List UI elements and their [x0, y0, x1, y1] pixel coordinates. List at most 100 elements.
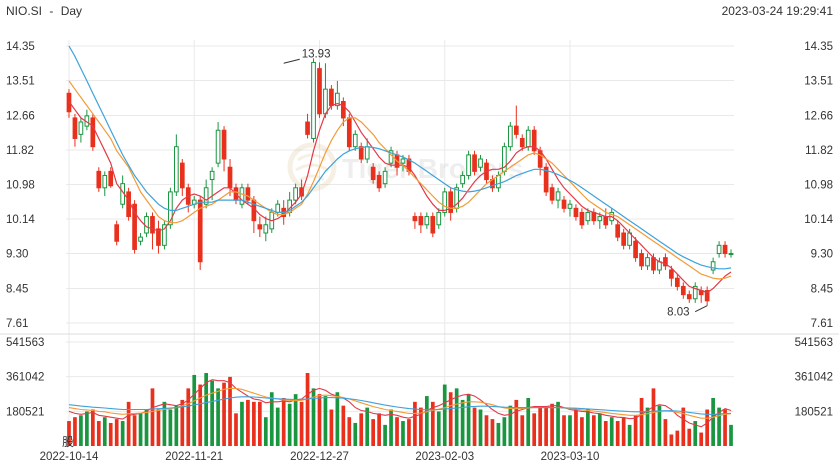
candle-up: [138, 236, 143, 242]
volume-bar: [329, 409, 334, 446]
candle-up: [692, 285, 698, 300]
volume-bar: [293, 394, 298, 446]
volume-bar: [275, 407, 280, 446]
candle-down: [376, 174, 382, 189]
annotation-leader: [694, 305, 708, 313]
candle-down: [156, 228, 161, 246]
candle-down: [418, 216, 424, 226]
volume-bar: [490, 419, 495, 446]
candle-up: [311, 61, 316, 139]
price-moving-averages: [68, 45, 732, 294]
candle-up: [657, 261, 662, 271]
candle-up: [102, 174, 108, 189]
candle-up: [239, 187, 245, 205]
price-ma-slow: [68, 45, 732, 270]
volume-ma-slow: [68, 396, 732, 415]
candle-down: [299, 187, 304, 197]
volume-bar: [347, 417, 352, 446]
candle-down: [370, 166, 376, 181]
candle-up: [507, 125, 513, 148]
volume-bar: [413, 401, 417, 446]
volume-bar: [574, 409, 578, 446]
candle-up: [263, 224, 269, 234]
volume-bar: [138, 413, 143, 446]
volume-bar: [353, 422, 358, 446]
candle-down: [651, 257, 656, 271]
volume-unit-label: 股: [62, 435, 74, 449]
volume-bar: [603, 421, 608, 446]
volume-bar: [90, 409, 95, 446]
price-tick-left: 7.61: [6, 318, 28, 330]
candle-up: [716, 244, 722, 255]
candle-down: [96, 170, 102, 189]
volume-bar: [186, 388, 191, 446]
volume-bar: [591, 415, 596, 446]
price-tick-left: 8.45: [6, 283, 28, 295]
volume-bar: [586, 409, 590, 446]
candle-down: [358, 146, 364, 160]
candle-up: [162, 224, 167, 246]
volume-bar: [556, 401, 560, 446]
candle-up: [466, 154, 471, 176]
candle-up: [567, 203, 573, 209]
grid: [0, 40, 839, 446]
candle-down: [227, 166, 233, 189]
volume-bar: [401, 421, 405, 446]
candle-down: [66, 92, 72, 113]
date-tick: 2023-02-03: [415, 451, 474, 463]
volume-bar: [246, 399, 250, 446]
volume-bar: [430, 401, 435, 446]
volume-bar: [377, 413, 381, 446]
volume-bar: [257, 401, 262, 446]
volume-bar: [335, 392, 340, 446]
price-tick-right: 10.14: [804, 214, 833, 226]
candle-down: [722, 244, 728, 255]
volume-bar: [651, 388, 656, 446]
candle-down: [72, 117, 78, 139]
candle-down: [561, 199, 567, 209]
candle-up: [203, 187, 209, 205]
volume-bar: [150, 388, 155, 446]
candle-down: [573, 207, 579, 218]
volume-bar: [615, 421, 620, 446]
volume-bar: [717, 407, 721, 446]
volume-bar: [120, 421, 125, 446]
candle-down: [221, 129, 227, 160]
volume-bar: [580, 417, 584, 446]
candle-up: [215, 129, 221, 164]
candle-down: [549, 187, 555, 201]
volume-bar: [687, 428, 692, 446]
volume-bar: [436, 411, 441, 446]
price-tick-right: 11.82: [805, 145, 833, 157]
volume-ma-mid: [68, 387, 732, 419]
candle-down: [245, 187, 251, 201]
price-tick-right: 12.66: [804, 110, 833, 122]
candle-down: [150, 216, 155, 234]
volume-bar: [299, 401, 304, 446]
volume-bar: [597, 413, 602, 446]
separator-text: -: [49, 4, 53, 18]
candle-up: [555, 191, 561, 201]
volume-bar: [544, 407, 548, 446]
candle-up: [597, 216, 603, 222]
volume-bar: [627, 424, 632, 446]
candle-down: [543, 166, 549, 193]
volume-tick-left: 541563: [6, 337, 44, 349]
volume-bar: [669, 434, 674, 446]
candle-up: [364, 146, 370, 160]
volume-bar: [568, 415, 572, 446]
high-annotation: 13.93: [302, 48, 331, 60]
candle-down: [329, 88, 334, 107]
volume-bar: [657, 405, 662, 446]
candle-down: [639, 253, 644, 267]
volume-tick-left: 180521: [6, 406, 44, 418]
price-tick-left: 11.82: [6, 145, 34, 157]
symbol-text: NIO.SI: [6, 4, 42, 18]
candle-down: [531, 129, 537, 152]
volume-bar: [723, 409, 727, 446]
price-ma-mid: [68, 80, 732, 280]
volume-bar: [371, 419, 376, 446]
volume-tick-right: 180521: [795, 406, 833, 418]
candle-up: [275, 203, 281, 213]
